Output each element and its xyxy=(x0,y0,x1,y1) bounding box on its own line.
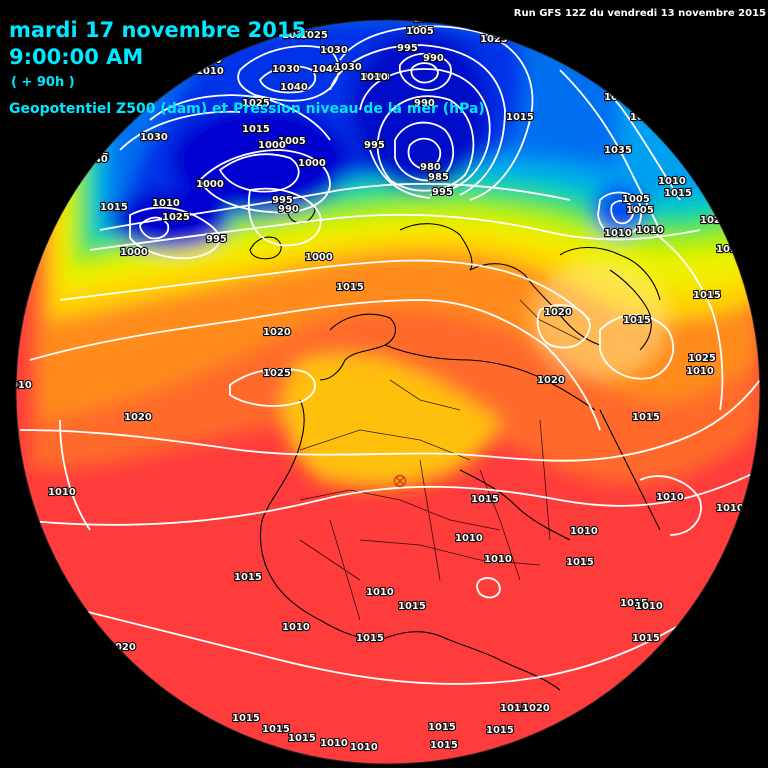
isobar-label: 1010 xyxy=(350,742,378,753)
forecast-date: mardi 17 novembre 2015 xyxy=(9,18,307,42)
isobar-label: 1015 xyxy=(430,740,458,751)
isobar-label: 1025 xyxy=(242,98,270,109)
isobar-label: 1015 xyxy=(471,494,499,505)
isobar-label: 1025 xyxy=(162,212,190,223)
isobar-label: 1010 xyxy=(340,9,368,20)
isobar-label: 1020 xyxy=(124,412,152,423)
isobar-label: 1010 xyxy=(656,492,684,503)
isobar-label: 1025 xyxy=(263,368,291,379)
isobar-label: 1015 xyxy=(428,722,456,733)
isobar-label: 980 xyxy=(420,162,441,173)
isobar-label: 1010 xyxy=(658,176,686,187)
crossed-circle-icon xyxy=(393,474,407,488)
isobar-label: 1000 xyxy=(305,252,333,263)
isobar-label: 1020 xyxy=(544,307,572,318)
isobar-label: 1015 xyxy=(100,202,128,213)
isobar-label: 1015 xyxy=(336,282,364,293)
isobar-label: 1035 xyxy=(604,145,632,156)
isobar-label: 1005 xyxy=(626,205,654,216)
isobar-label: 1010 xyxy=(570,526,598,537)
isobar-label: 1005 xyxy=(622,194,650,205)
isobar-label: 995 xyxy=(206,234,227,245)
isobar-label: 1020 xyxy=(263,327,291,338)
isobar-label: 1025 xyxy=(688,353,716,364)
isobar-label: 1010 xyxy=(455,533,483,544)
isobar-label: 1015 xyxy=(486,725,514,736)
isobar-label: 1020 xyxy=(536,42,564,53)
isobar-label: 1015 xyxy=(242,124,270,135)
isobar-label: 1010 xyxy=(484,554,512,565)
isobar-label: 1015 xyxy=(288,733,316,744)
isobar-label: 1015 xyxy=(500,703,528,714)
field-description: Geopotentiel Z500 (dam) et Pression nive… xyxy=(9,101,485,117)
isobar-label: 1015 xyxy=(693,290,721,301)
isobar-label: 1015 xyxy=(620,598,648,609)
globe-outline xyxy=(15,19,761,765)
isobar-label: 1010 xyxy=(48,487,76,498)
isobar-label: 1010 xyxy=(362,72,390,83)
isobar-label: 1010 xyxy=(360,72,388,83)
isobar-label: 990 xyxy=(414,98,435,109)
isobar-label: 1010 xyxy=(152,198,180,209)
isobar-label: 1010 xyxy=(4,380,32,391)
isobar-label: 1010 xyxy=(686,366,714,377)
isobar-label: 1015 xyxy=(566,557,594,568)
isobar-label: 1015 xyxy=(234,572,262,583)
isobar-label: 1040 xyxy=(312,64,340,75)
isobar-label: 1000 xyxy=(298,158,326,169)
isobar-label: 1030 xyxy=(334,62,362,73)
isobar-label: 1010 xyxy=(636,225,664,236)
isobar-label: 1025 xyxy=(700,215,728,226)
isobar-label: 1010 xyxy=(635,601,663,612)
isobar-label: 1040 xyxy=(280,82,308,93)
isobar-label: 1025 xyxy=(300,30,328,41)
isobar-label: 995 xyxy=(364,140,385,151)
isobar-label: 1015 xyxy=(623,315,651,326)
isobar-label: 1015 xyxy=(632,412,660,423)
isobar-label: 1035 xyxy=(480,21,508,32)
borders xyxy=(299,299,581,621)
isobar-label: 1015 xyxy=(632,633,660,644)
isobar-label: 1005 xyxy=(278,136,306,147)
model-run-info: Run GFS 12Z du vendredi 13 novembre 2015 xyxy=(513,8,766,19)
isobar-label: 1010 xyxy=(320,738,348,749)
isobar-label: 1010 xyxy=(716,503,744,514)
isobar-label: 1015 xyxy=(262,724,290,735)
isobar-label: 1020 xyxy=(522,703,550,714)
isobar-label: 1015 xyxy=(398,601,426,612)
forecast-lead-time: ( + 90h ) xyxy=(11,75,75,90)
isobar-label: 1015 xyxy=(506,112,534,123)
isobar-label: 1030 xyxy=(194,55,222,66)
isobar-label: 1015 xyxy=(358,9,386,20)
isobar-label: 1025 xyxy=(552,42,580,53)
isobar-label: 1000 xyxy=(258,140,286,151)
isobar-label: 1030 xyxy=(272,64,300,75)
isobar-label: 1000 xyxy=(196,179,224,190)
isobar-label: 1005 xyxy=(406,26,434,37)
isobar-label: 990 xyxy=(278,204,299,215)
isobar-label: 1030 xyxy=(140,132,168,143)
isobar-label: 1010 xyxy=(196,66,224,77)
isobar-label: 1010 xyxy=(282,622,310,633)
isobar-label: 1015 xyxy=(664,188,692,199)
isobar-label: 1020 xyxy=(537,375,565,386)
isobar-label: 990 xyxy=(423,53,444,64)
isobar-label: 995 xyxy=(397,43,418,54)
isobar-label: 1000 xyxy=(120,247,148,258)
isobar-label: 1015 xyxy=(232,713,260,724)
isobar-label: 1010 xyxy=(604,228,632,239)
isobar-labels: 1015 1015 1020 1030 1025 1030 1030 1010 … xyxy=(4,9,745,754)
isobar-label: 1010 xyxy=(366,587,394,598)
isobar-label: 1035 xyxy=(604,92,632,103)
isobar-label: 1030 xyxy=(320,45,348,56)
isobar-label: 995 xyxy=(432,187,453,198)
isobar-label: 985 xyxy=(428,172,449,183)
isobar-label: 995 xyxy=(272,195,293,206)
isobar-label: 1015 xyxy=(356,633,384,644)
forecast-time: 9:00:00 AM xyxy=(9,45,144,69)
